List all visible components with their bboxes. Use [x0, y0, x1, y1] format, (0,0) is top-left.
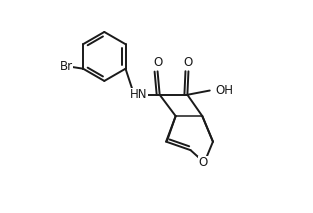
Text: O: O	[199, 156, 208, 170]
Text: O: O	[153, 56, 162, 69]
Text: Br: Br	[59, 59, 73, 73]
Text: O: O	[184, 56, 193, 69]
Text: OH: OH	[215, 84, 233, 97]
Text: HN: HN	[130, 88, 147, 101]
